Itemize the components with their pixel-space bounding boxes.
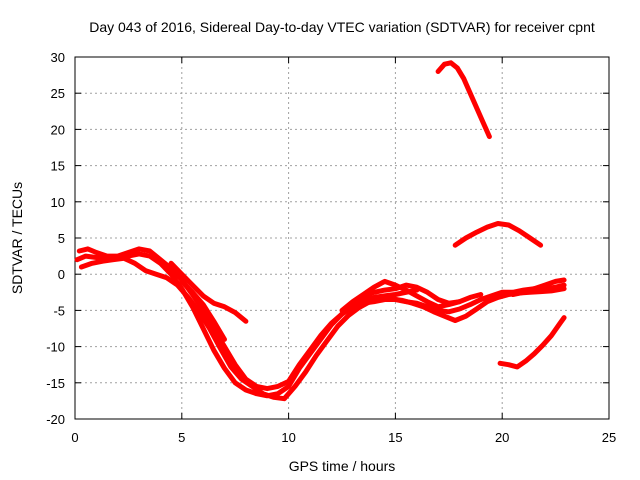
x-tick-label: 10 <box>281 430 295 445</box>
y-axis-label: SDTVAR / TECUs <box>9 182 25 294</box>
series-line-arc-11 <box>510 277 567 297</box>
y-tick-label: 25 <box>51 86 65 101</box>
y-tick-label: -5 <box>53 303 65 318</box>
series-line-arc-4 <box>168 260 249 324</box>
series-line-arc-9 <box>452 221 544 248</box>
series-line-arc-2 <box>76 246 567 392</box>
series-line-arc-3 <box>78 255 567 402</box>
y-tick-label: -20 <box>46 412 65 427</box>
y-tick-label: 5 <box>58 231 65 246</box>
y-tick-label: 0 <box>58 267 65 282</box>
series-line-arc-7 <box>350 282 462 306</box>
series-group <box>74 60 567 402</box>
series-line-arc-5 <box>179 278 227 342</box>
x-tick-label: 15 <box>388 430 402 445</box>
tick-labels: 0 5 10 15 20 25 -20 -15 -10 -5 0 5 10 15 20 25 30 <box>46 50 616 445</box>
x-tick-label: 25 <box>602 430 616 445</box>
y-tick-label: 15 <box>51 159 65 174</box>
y-tick-label: 20 <box>51 122 65 137</box>
ticks <box>74 56 610 420</box>
x-tick-label: 0 <box>71 430 78 445</box>
y-tick-label: 10 <box>51 195 65 210</box>
series-line-arc-1 <box>74 251 420 399</box>
chart-title: Day 043 of 2016, Sidereal Day-to-day VTE… <box>89 19 595 35</box>
y-tick-label: -15 <box>46 376 65 391</box>
x-axis-label: GPS time / hours <box>289 458 396 474</box>
x-tick-label: 20 <box>495 430 509 445</box>
x-tick-label: 5 <box>178 430 185 445</box>
y-tick-label: 30 <box>51 50 65 65</box>
y-tick-label: -10 <box>46 340 65 355</box>
series-line-arc-10 <box>497 315 567 370</box>
series-line-arc-8 <box>435 60 492 140</box>
